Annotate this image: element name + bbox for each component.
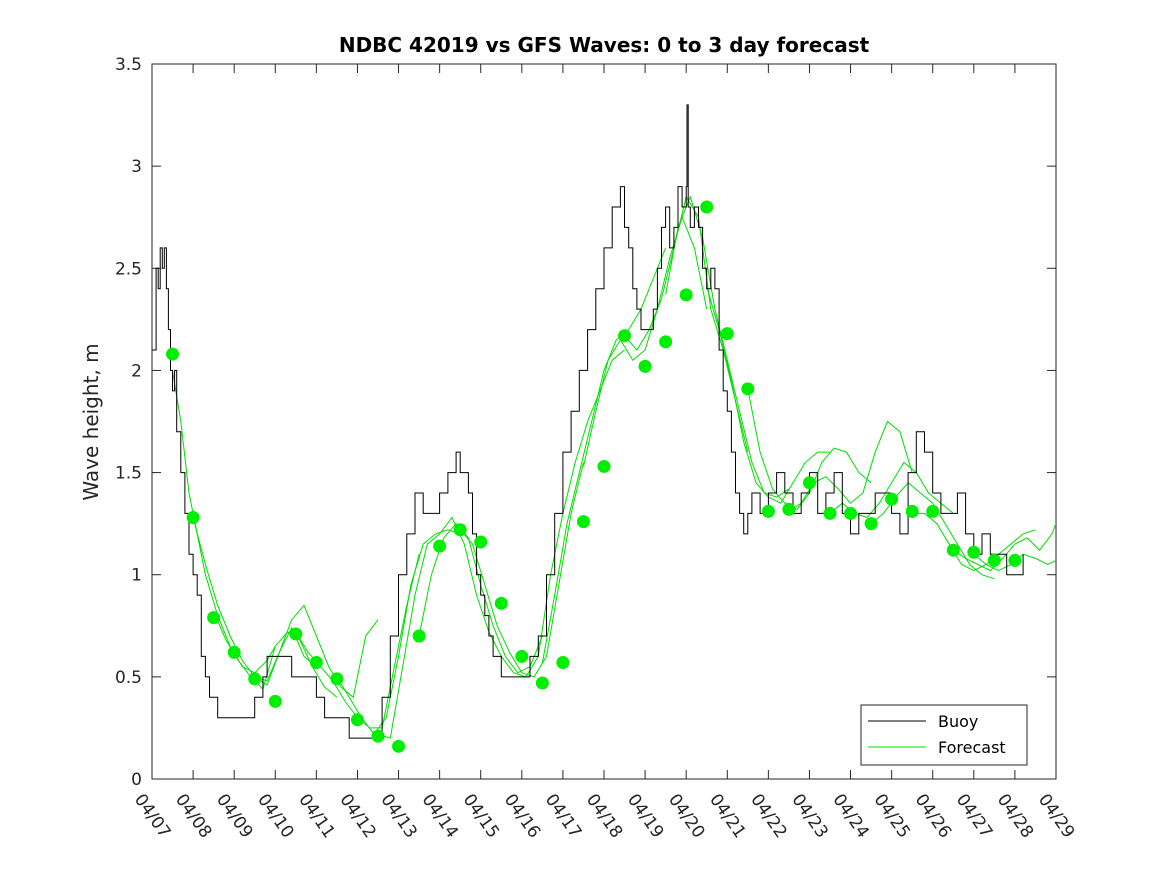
y-tick-label: 3.5 bbox=[115, 55, 142, 75]
y-tick-label: 0 bbox=[131, 770, 142, 790]
forecast-point bbox=[802, 476, 816, 490]
forecast-point bbox=[392, 739, 406, 753]
y-axis-label: Wave height, m bbox=[79, 343, 103, 500]
forecast-point bbox=[844, 506, 858, 520]
forecast-point bbox=[1008, 553, 1022, 567]
forecast-point bbox=[905, 504, 919, 518]
y-tick-label: 1 bbox=[131, 566, 142, 586]
forecast-point bbox=[309, 656, 323, 670]
forecast-point bbox=[186, 511, 200, 525]
forecast-line bbox=[377, 516, 502, 739]
forecast-point bbox=[741, 382, 755, 396]
forecast-point bbox=[720, 327, 734, 341]
forecast-line bbox=[336, 529, 461, 735]
forecast-point bbox=[782, 502, 796, 516]
y-tick-label: 3 bbox=[131, 157, 142, 177]
forecast-point bbox=[700, 200, 714, 214]
forecast-point bbox=[556, 656, 570, 670]
y-tick-label: 0.5 bbox=[115, 668, 142, 688]
forecast-line bbox=[583, 215, 708, 467]
forecast-point bbox=[761, 504, 775, 518]
y-tick-label: 2 bbox=[131, 361, 142, 381]
y-tick-label: 1.5 bbox=[115, 464, 142, 484]
forecast-point bbox=[576, 515, 590, 529]
forecast-point bbox=[207, 611, 221, 625]
chart-title: NDBC 42019 vs GFS Waves: 0 to 3 day fore… bbox=[339, 33, 870, 57]
forecast-point bbox=[330, 672, 344, 686]
legend-forecast-label: Forecast bbox=[938, 738, 1006, 757]
forecast-point bbox=[371, 729, 385, 743]
forecast-line bbox=[254, 604, 379, 699]
forecast-line bbox=[953, 523, 1056, 572]
forecast-point bbox=[474, 535, 488, 549]
forecast-point bbox=[946, 543, 960, 557]
forecast-point bbox=[679, 288, 693, 302]
legend-buoy-label: Buoy bbox=[938, 712, 978, 731]
legend-box bbox=[860, 704, 1028, 766]
forecast-point bbox=[926, 504, 940, 518]
forecast-point bbox=[412, 629, 426, 643]
legend: Buoy Forecast bbox=[860, 704, 1028, 766]
forecast-point bbox=[494, 596, 508, 610]
forecast-point bbox=[535, 676, 549, 690]
forecast-point bbox=[987, 553, 1001, 567]
forecast-point bbox=[433, 539, 447, 553]
forecast-point bbox=[659, 335, 673, 349]
forecast-line bbox=[541, 247, 667, 663]
y-tick-label: 2.5 bbox=[115, 259, 142, 279]
forecast-point bbox=[885, 492, 899, 506]
forecast-point bbox=[823, 506, 837, 520]
forecast-point bbox=[289, 627, 303, 641]
forecast-point bbox=[597, 459, 611, 473]
forecast-point bbox=[453, 523, 467, 537]
forecast-point bbox=[618, 329, 632, 343]
forecast-point bbox=[166, 347, 180, 361]
forecast-point bbox=[268, 694, 282, 708]
forecast-point bbox=[638, 359, 652, 373]
forecast-point bbox=[350, 713, 364, 727]
forecast-line bbox=[912, 512, 1036, 572]
forecast-line bbox=[459, 462, 584, 678]
forecast-point bbox=[864, 517, 878, 531]
forecast-point bbox=[227, 645, 241, 659]
forecast-point bbox=[515, 649, 529, 663]
forecast-point bbox=[967, 545, 981, 559]
forecast-point bbox=[248, 672, 262, 686]
